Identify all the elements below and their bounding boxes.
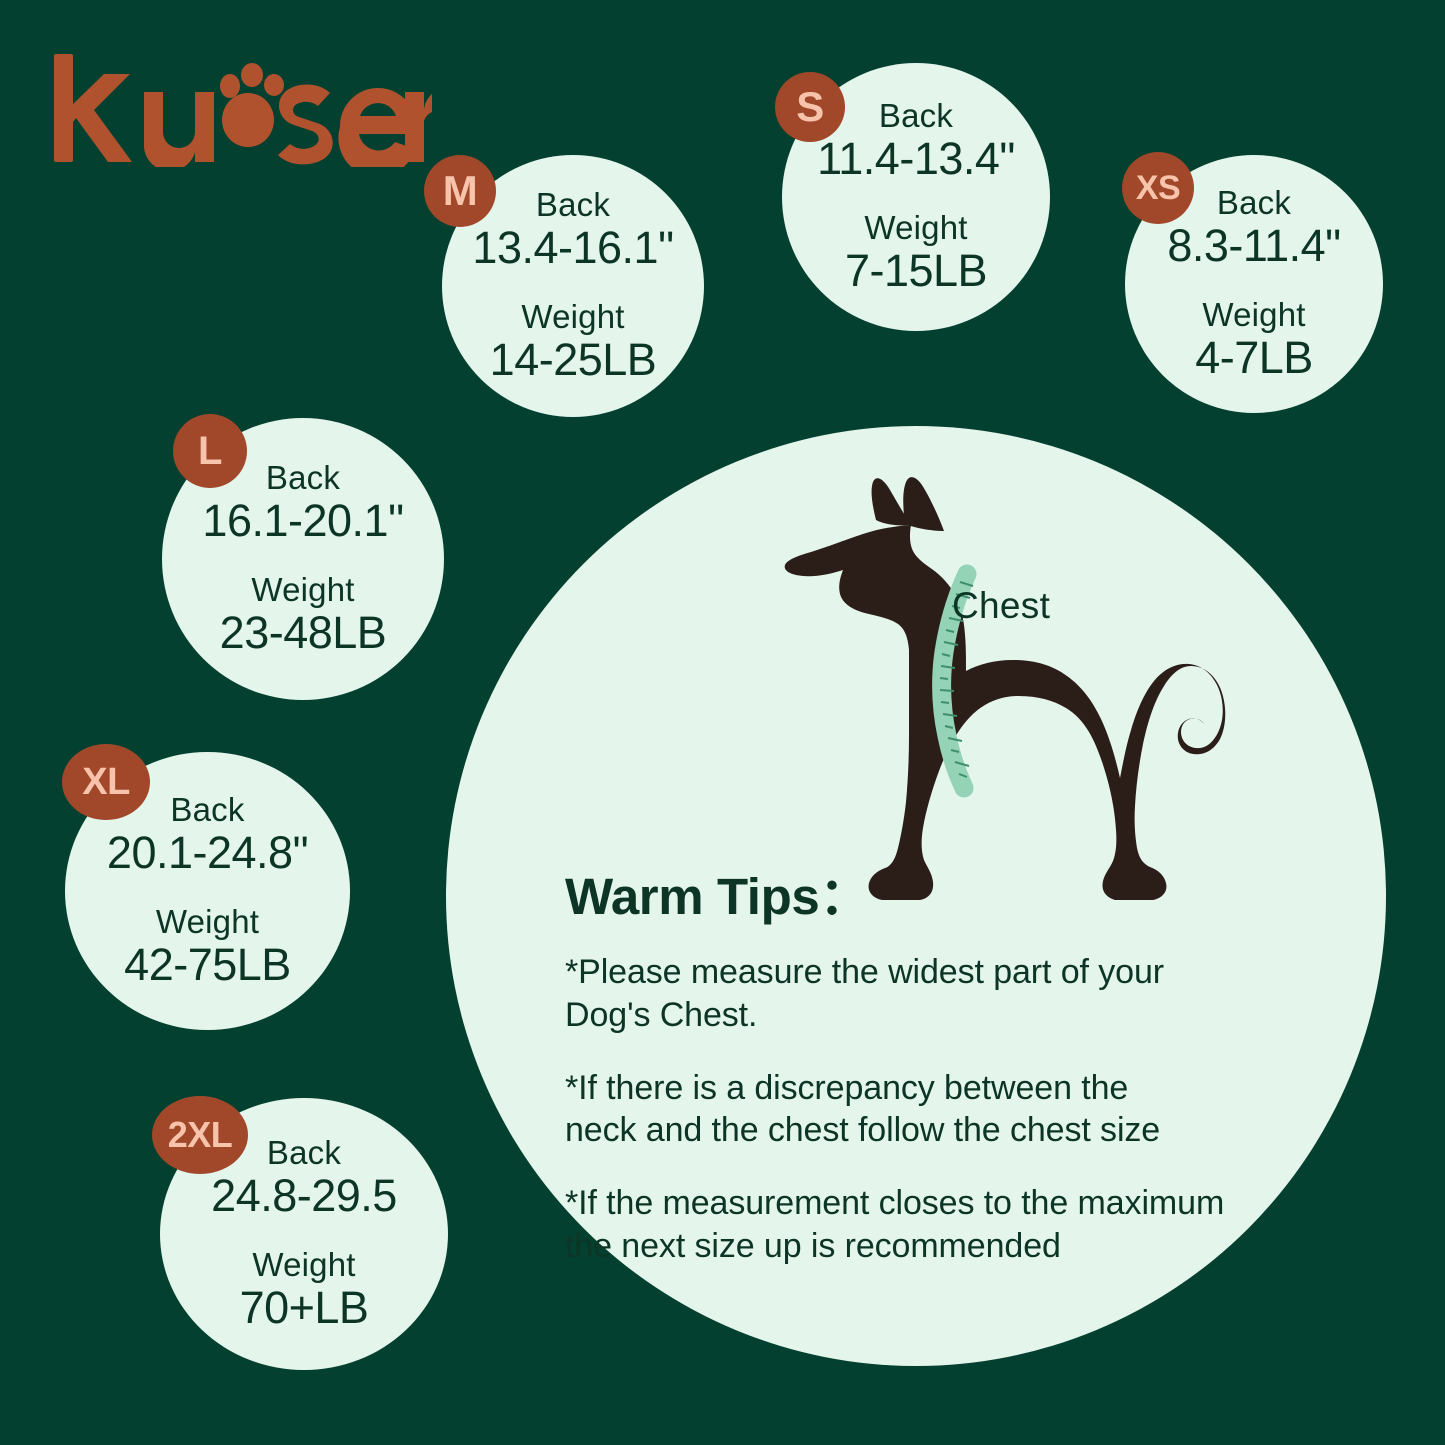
size-badge-label: S <box>796 83 824 130</box>
measuring-tape-icon <box>932 564 977 798</box>
weight-label: Weight <box>521 298 625 335</box>
back-value: 16.1-20.1" <box>202 495 404 547</box>
warm-tip-item: *Please measure the widest part of your … <box>565 953 1164 1034</box>
dog-silhouette-icon <box>745 468 1245 928</box>
warm-tip-item: *If the measurement closes to the maximu… <box>565 1184 1225 1266</box>
size-badge-s: S <box>775 72 845 142</box>
weight-label: Weight <box>1202 296 1306 333</box>
back-label: Back <box>535 186 611 224</box>
chest-label: Chest <box>952 585 1051 626</box>
back-label: Back <box>1216 184 1292 222</box>
size-badge-2xl: 2XL <box>152 1096 248 1174</box>
size-badge-l: L <box>173 414 247 488</box>
size-badge-m: M <box>424 155 496 227</box>
size-bubble-s: Back 11.4-13.4" Weight 7-15LB <box>782 63 1050 331</box>
back-value: 11.4-13.4" <box>817 133 1015 185</box>
back-label: Back <box>878 97 954 135</box>
size-badge-label: L <box>198 428 222 473</box>
weight-value: 7-15LB <box>844 244 988 296</box>
warm-tip-item: *If there is a discrepancy between the n… <box>565 1068 1161 1150</box>
size-bubble-m: Back 13.4-16.1" Weight 14-25LB <box>442 155 704 417</box>
size-badge-xl: XL <box>62 744 150 820</box>
weight-value: 4-7LB <box>1195 331 1313 383</box>
size-badge-xs: XS <box>1122 152 1194 224</box>
weight-label: Weight <box>864 209 968 246</box>
weight-label: Weight <box>155 903 260 940</box>
weight-value: 14-25LB <box>489 333 657 385</box>
warm-tips-title: Warm Tips： <box>565 868 870 925</box>
paw-print-icon <box>220 63 284 147</box>
weight-value: 70+LB <box>239 1281 369 1333</box>
back-value: 8.3-11.4" <box>1167 220 1341 272</box>
back-value: 24.8-29.5 <box>211 1170 397 1222</box>
warm-tips-block: Warm Tips： *Please measure the widest pa… <box>565 855 1305 1268</box>
size-badge-label: 2XL <box>167 1114 233 1155</box>
back-label: Back <box>170 791 245 829</box>
size-badge-label: M <box>442 167 478 214</box>
back-label: Back <box>266 1134 342 1172</box>
size-badge-label: XS <box>1135 168 1181 207</box>
back-label: Back <box>265 459 341 497</box>
brand-logo <box>52 52 432 167</box>
weight-value: 23-48LB <box>219 606 387 658</box>
size-badge-label: XL <box>82 760 130 803</box>
weight-label: Weight <box>251 571 355 608</box>
weight-label: Weight <box>252 1246 356 1283</box>
weight-value: 42-75LB <box>124 938 291 990</box>
back-value: 20.1-24.8" <box>106 827 309 879</box>
back-value: 13.4-16.1" <box>472 222 674 274</box>
